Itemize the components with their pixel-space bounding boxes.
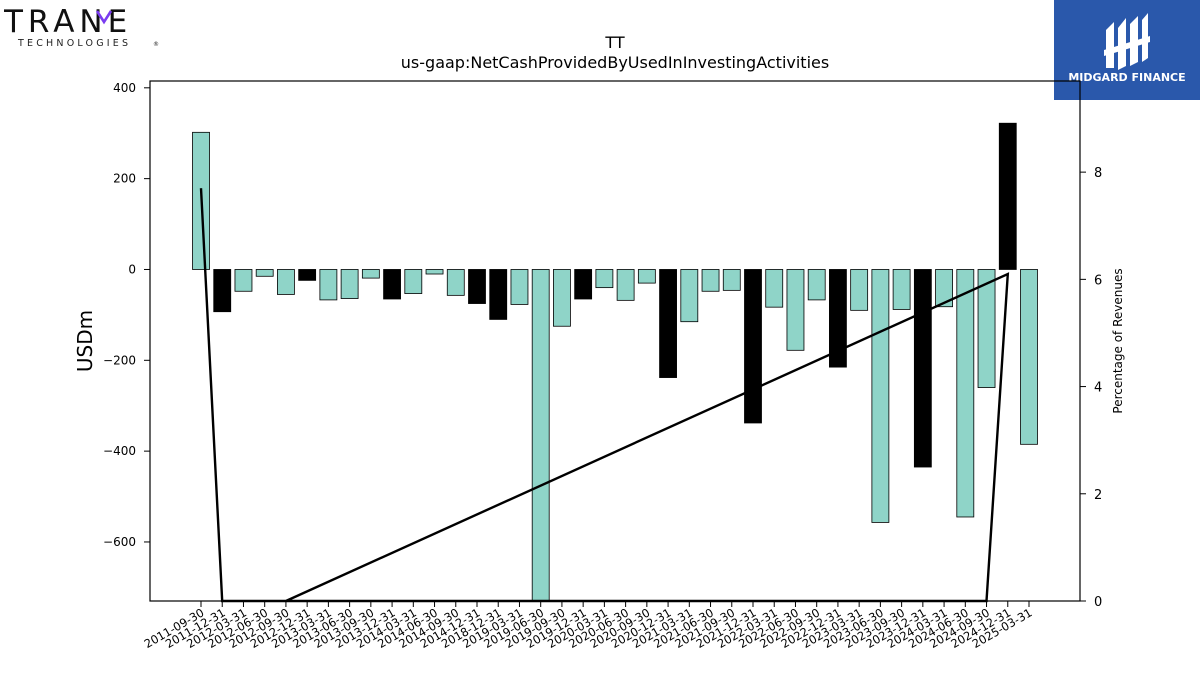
bar-2024-09-30 bbox=[977, 269, 996, 388]
midgard-logo-wordmark: MIDGARD FINANCE bbox=[1068, 71, 1185, 84]
bar-2019-12-31 bbox=[574, 269, 593, 300]
y2-tick-label: 0 bbox=[1094, 595, 1102, 610]
bar-2020-12-31 bbox=[659, 269, 677, 378]
y2-tick-label: 2 bbox=[1094, 488, 1102, 503]
trane-technologies-logo: TRANE TECHNOLOGIES ® bbox=[3, 4, 164, 50]
bar-2022-06-30 bbox=[786, 269, 805, 351]
y-tick-label: −600 bbox=[103, 535, 136, 549]
trane-logo-registered: ® bbox=[153, 41, 159, 48]
plot-frame bbox=[149, 80, 1081, 602]
bar-2011-12-31 bbox=[213, 269, 232, 313]
bar-2014-06-30 bbox=[425, 269, 444, 275]
bar-2022-03-31 bbox=[765, 269, 784, 308]
bar-2021-12-31 bbox=[744, 269, 762, 424]
y-tick-label: 200 bbox=[113, 172, 136, 186]
y-tick-label: 400 bbox=[113, 81, 136, 95]
trane-logo-subtitle: TECHNOLOGIES bbox=[17, 38, 131, 49]
bar-2024-03-31 bbox=[935, 269, 953, 308]
y-axis-right: 0 2 4 6 8 bbox=[1080, 166, 1102, 610]
bar-2019-09-30 bbox=[553, 269, 571, 327]
y2-tick-label: 8 bbox=[1094, 166, 1102, 181]
y-axis-left: 400 200 0 −200 −400 −600 bbox=[103, 81, 150, 549]
bar-2019-03-31 bbox=[510, 269, 529, 305]
midgard-finance-logo: MIDGARD FINANCE bbox=[1054, 0, 1200, 100]
bar-2014-03-31 bbox=[404, 269, 423, 294]
bar-2020-03-31 bbox=[595, 269, 614, 289]
chart-subtitle: us-gaap:NetCashProvidedByUsedInInvesting… bbox=[401, 53, 829, 72]
bar-2012-09-30 bbox=[277, 269, 295, 295]
bar-2018-12-31 bbox=[489, 269, 508, 320]
bar-2021-06-30 bbox=[701, 269, 720, 292]
bar-2012-03-31 bbox=[234, 269, 253, 292]
bar-2019-06-30 bbox=[531, 269, 550, 602]
midgard-emblem-icon bbox=[1104, 13, 1150, 70]
y2-tick-label: 6 bbox=[1094, 273, 1102, 288]
y-tick-label: −400 bbox=[103, 444, 136, 458]
chart-title: TT bbox=[604, 33, 624, 52]
bar-2013-12-31 bbox=[383, 269, 401, 300]
bar-2012-06-30 bbox=[255, 269, 274, 277]
bar-2013-03-31 bbox=[319, 269, 338, 301]
bar-2022-09-30 bbox=[807, 269, 826, 301]
bar-2024-06-30 bbox=[956, 269, 975, 518]
trane-logo-wordmark: TRANE bbox=[4, 4, 132, 40]
bar-2020-06-30 bbox=[616, 269, 635, 301]
bar-2023-06-30 bbox=[871, 269, 890, 523]
bar-2012-12-31 bbox=[298, 269, 317, 281]
bar-2023-12-31 bbox=[913, 269, 932, 468]
y-tick-label: −200 bbox=[103, 353, 136, 367]
bar-2022-12-31 bbox=[829, 269, 847, 368]
bar-2023-09-30 bbox=[892, 269, 911, 310]
y2-tick-label: 4 bbox=[1094, 381, 1102, 396]
bar-2014-09-30 bbox=[446, 269, 465, 296]
bar-series bbox=[192, 122, 1038, 602]
y2-axis-label: Percentage of Revenues bbox=[1111, 268, 1125, 413]
bar-2020-09-30 bbox=[637, 269, 656, 284]
bar-2013-09-30 bbox=[361, 269, 380, 279]
bar-2021-03-31 bbox=[680, 269, 699, 323]
trane-logo-accent bbox=[95, 10, 113, 25]
x-axis: 2011-09-302011-12-312012-03-312012-06-30… bbox=[142, 601, 1035, 651]
bar-2025-03-31 bbox=[1020, 269, 1038, 445]
bar-2021-09-30 bbox=[722, 269, 741, 291]
bar-2013-06-30 bbox=[340, 269, 359, 299]
y-axis-label: USDm bbox=[73, 310, 97, 372]
y-tick-label: 0 bbox=[128, 262, 136, 276]
bar-2014-12-31 bbox=[468, 269, 486, 304]
bar-2023-03-31 bbox=[850, 269, 869, 311]
bar-2024-12-31 bbox=[998, 122, 1017, 270]
